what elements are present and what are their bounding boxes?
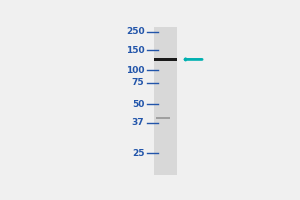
Text: 150: 150	[126, 46, 145, 55]
Bar	[156, 117, 170, 119]
Text: 100: 100	[126, 66, 145, 75]
Bar	[154, 27, 177, 175]
Text: 250: 250	[126, 27, 145, 36]
Text: 25: 25	[132, 149, 145, 158]
Text: 75: 75	[132, 78, 145, 87]
Text: 37: 37	[132, 118, 145, 127]
Bar	[154, 58, 177, 61]
Text: 50: 50	[132, 100, 145, 109]
